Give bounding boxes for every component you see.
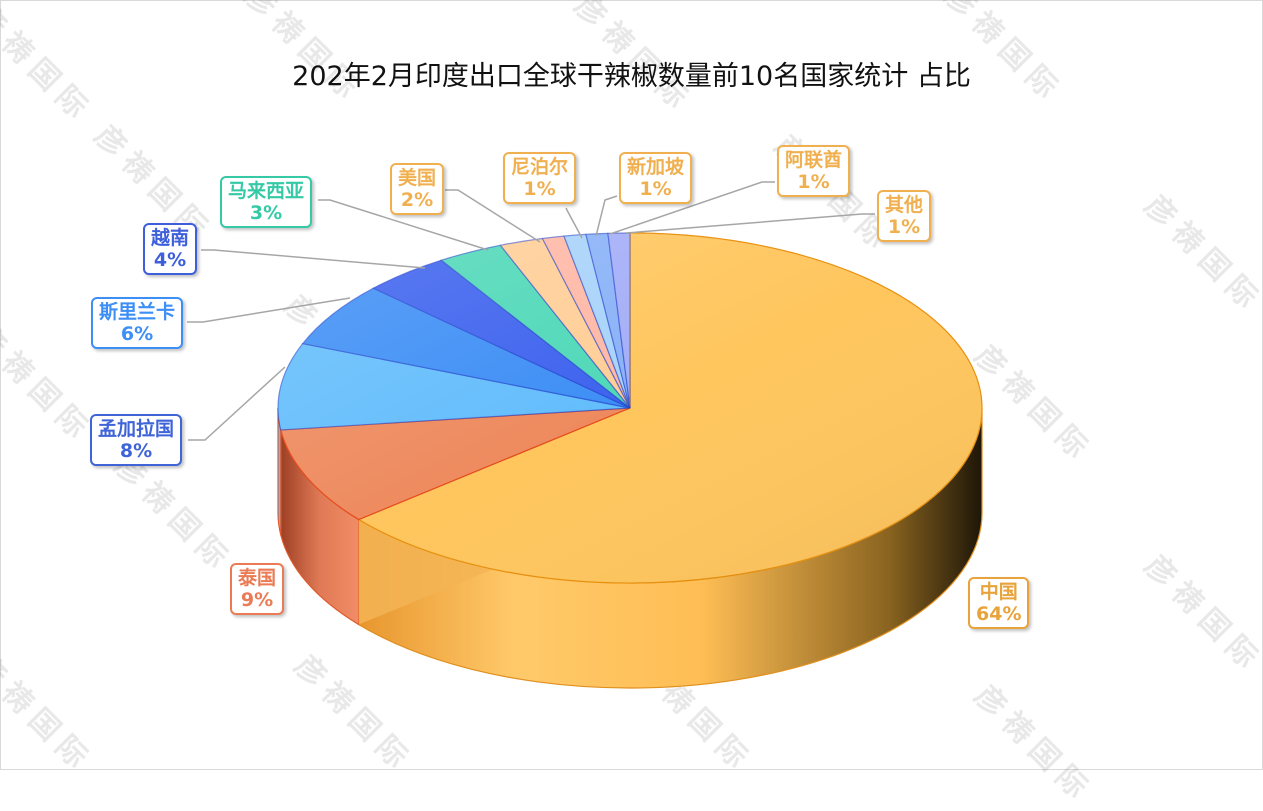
- slice-percent: 4%: [153, 249, 187, 271]
- slice-percent: 64%: [976, 603, 1022, 625]
- slice-percent: 1%: [887, 216, 921, 238]
- slice-name: 马来西亚: [228, 180, 305, 202]
- pie-chart-3d: [187, 181, 983, 689]
- slice-name: 阿联酋: [785, 149, 843, 171]
- slice-name: 越南: [151, 227, 190, 249]
- slice-label-美国: 美国 2%: [390, 163, 445, 215]
- leader-line-其他: [625, 213, 875, 234]
- leader-line-尼泊尔: [565, 207, 583, 239]
- slice-percent: 8%: [119, 440, 153, 462]
- slice-label-马来西亚: 马来西亚 3%: [220, 176, 313, 228]
- slice-percent: 6%: [120, 323, 154, 345]
- slice-name: 新加坡: [627, 156, 685, 178]
- slice-percent: 1%: [639, 178, 672, 200]
- chart-title: 202年2月印度出口全球干辣椒数量前10名国家统计 占比: [292, 61, 971, 92]
- slice-label-其他: 其他 1%: [877, 190, 932, 242]
- slice-label-尼泊尔: 尼泊尔 1%: [503, 152, 577, 204]
- slice-label-新加坡: 新加坡 1%: [619, 152, 693, 204]
- slice-label-中国: 中国 64%: [968, 577, 1030, 629]
- leader-line-孟加拉国: [188, 366, 286, 441]
- slice-name: 孟加拉国: [98, 418, 175, 440]
- slice-label-斯里兰卡: 斯里兰卡 6%: [91, 297, 184, 349]
- slice-percent: 2%: [400, 189, 434, 211]
- leader-line-越南: [201, 249, 426, 269]
- slice-label-阿联酋: 阿联酋 1%: [777, 145, 851, 197]
- leader-line-新加坡: [595, 195, 618, 237]
- slice-label-孟加拉国: 孟加拉国 8%: [90, 414, 183, 466]
- slice-percent: 3%: [249, 202, 283, 224]
- slice-name: 中国: [979, 581, 1018, 603]
- slice-name: 斯里兰卡: [99, 301, 176, 323]
- slice-name: 尼泊尔: [511, 156, 569, 178]
- leader-line-斯里兰卡: [187, 297, 351, 323]
- slice-label-泰国: 泰国 9%: [230, 563, 285, 615]
- slice-name: 泰国: [238, 567, 277, 589]
- leader-line-美国: [445, 189, 541, 243]
- slice-percent: 1%: [797, 171, 830, 193]
- slice-percent: 9%: [240, 589, 274, 611]
- slice-name: 其他: [885, 194, 924, 216]
- leader-line-阿联酋: [609, 181, 775, 235]
- slice-percent: 1%: [523, 178, 556, 200]
- leader-line-马来西亚: [318, 199, 489, 251]
- slice-label-越南: 越南 4%: [143, 223, 198, 275]
- slice-name: 美国: [398, 167, 437, 189]
